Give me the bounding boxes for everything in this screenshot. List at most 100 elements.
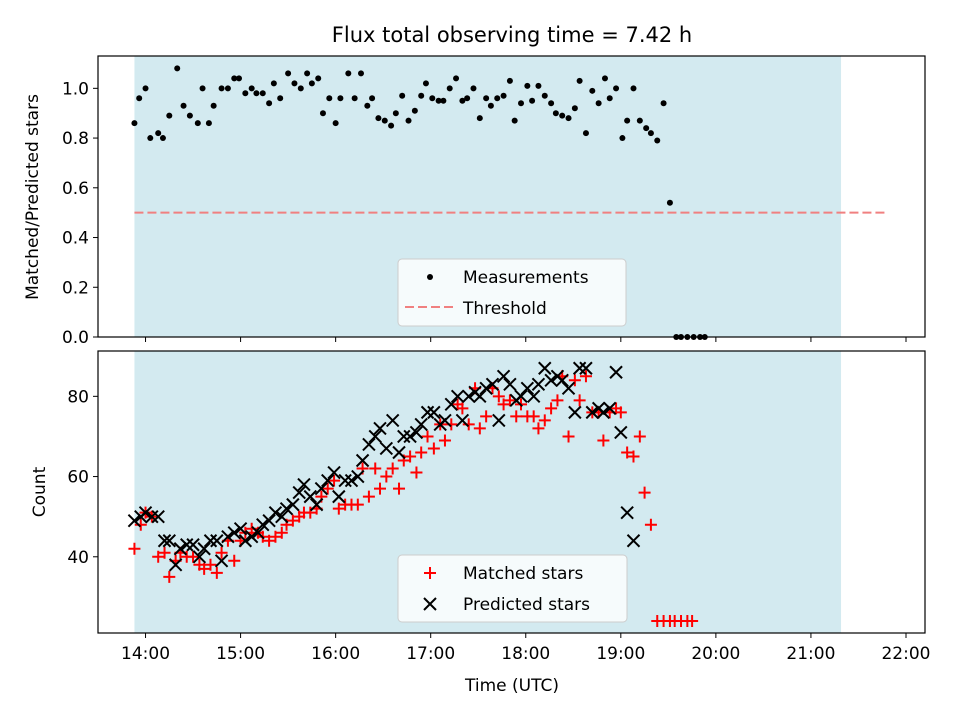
measurement-point (319, 110, 326, 117)
measurement-point (266, 100, 273, 107)
predicted-star-point (614, 425, 628, 440)
count-x-axis: 14:00 15:00 16:00 17:00 18:00 19:00 20:00 21:00… (121, 633, 930, 664)
measurement-point (405, 117, 412, 124)
predicted-star-point (555, 373, 569, 387)
predicted-star-point (251, 526, 265, 540)
predicted-star-point (256, 517, 270, 532)
predicted-star-point (173, 542, 188, 556)
measurement-point (524, 82, 531, 89)
measurement-point (285, 70, 292, 77)
predicted-star-point (462, 389, 476, 404)
measurement-point (357, 70, 364, 77)
predicted-star-point (203, 534, 218, 548)
predicted-star-point (455, 413, 470, 428)
measurement-point (205, 120, 212, 127)
x-tick-label: 20:00 (691, 644, 740, 664)
measurement-point (399, 92, 406, 99)
x-axis-label: Time (UTC) (464, 676, 559, 696)
predicted-star-point (244, 530, 259, 544)
measurement-point (259, 90, 266, 97)
matched-star-point (332, 502, 345, 515)
predicted-star-point (572, 361, 587, 375)
x-tick-label: 16:00 (311, 644, 360, 664)
measurement-point (248, 85, 255, 92)
measurement-point (647, 130, 654, 137)
predicted-star-point (403, 429, 417, 444)
matched-star-point (427, 442, 440, 455)
measurement-point (231, 75, 238, 82)
measurements-layer (131, 65, 708, 340)
measurement-point (606, 95, 613, 102)
predicted-star-point (427, 405, 441, 420)
predicted-star-point (514, 389, 528, 404)
matched-star-point (538, 414, 551, 427)
ratio-plot-frame (97, 55, 926, 338)
matched-star-point (638, 486, 651, 499)
predicted-star-point (561, 381, 576, 396)
measurement-point (476, 115, 483, 122)
matched-star-point (404, 450, 417, 463)
matched-star-point (198, 562, 211, 575)
measurement-point (552, 110, 559, 117)
predicted-star-point (585, 405, 600, 420)
measurement-point (643, 125, 650, 132)
predicted-star-point (420, 405, 435, 420)
matched-star-point (445, 418, 458, 431)
measurement-point (464, 95, 471, 102)
matched-star-point (492, 390, 505, 403)
predicted-star-point (496, 369, 511, 383)
legend-label-matched: Matched stars (463, 564, 583, 584)
measurement-point (418, 92, 425, 99)
measurement-point (613, 85, 620, 92)
predicted-star-point (444, 397, 459, 412)
x-tick-label: 14:00 (121, 644, 170, 664)
predicted-star-point (286, 497, 300, 512)
matched-star-point (286, 514, 299, 527)
measurement-point (351, 95, 358, 102)
matched-star-point (374, 482, 387, 495)
measurement-point (411, 107, 418, 114)
matched-star-point (328, 474, 341, 487)
measurement-point (548, 100, 555, 107)
predicted-star-point (373, 421, 387, 436)
predicted-star-point (397, 429, 411, 444)
matched-star-point (462, 418, 475, 431)
predicted-star-point (197, 542, 211, 556)
measurement-point (483, 95, 490, 102)
measurement-point (297, 85, 304, 92)
y-tick-label: 80 (67, 387, 89, 407)
matched-star-point (386, 462, 399, 475)
predicted-star-point (214, 554, 229, 568)
matched-star-point (621, 446, 634, 459)
predicted-star-point (544, 373, 558, 387)
measurement-point (392, 110, 399, 117)
predicted-star-point (568, 405, 582, 420)
matched-star-point (275, 526, 288, 539)
matched-star-point (351, 498, 364, 511)
matched-star-point (597, 434, 610, 447)
measurement-point (582, 130, 589, 137)
y-tick-label: 0.8 (62, 129, 89, 149)
matched-star-point (562, 430, 575, 443)
matched-star-point (527, 410, 540, 423)
measurement-point (666, 199, 673, 206)
predicted-star-point (221, 530, 235, 544)
measurement-point (440, 97, 447, 104)
predicted-star-point (503, 377, 517, 392)
predicted-star-point (538, 361, 552, 375)
measurement-point (529, 97, 536, 104)
measurement-point (576, 77, 583, 84)
matched-star-point (545, 402, 558, 415)
predicted-star-point (151, 509, 165, 524)
measurement-point (180, 102, 187, 109)
measurement-point (291, 80, 298, 87)
count-legend: Matched stars Predicted stars (397, 554, 628, 623)
measurement-point (194, 120, 201, 127)
matched-star-point (410, 466, 423, 479)
predicted-star-point (409, 425, 424, 440)
measurement-point (242, 90, 249, 97)
measurement-point (494, 95, 501, 102)
measurement-point (601, 75, 608, 82)
measurement-point (375, 115, 382, 122)
matched-star-point (497, 398, 510, 411)
